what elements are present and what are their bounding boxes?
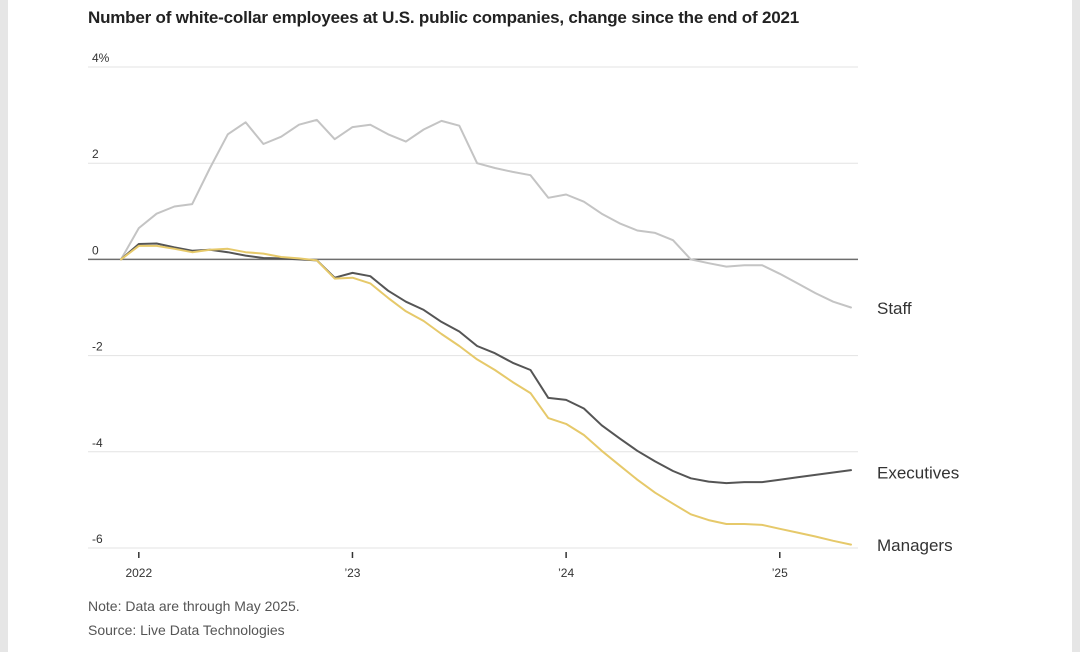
y-tick-label: -4 [92, 436, 103, 450]
y-tick-label: 0 [92, 243, 99, 257]
chart-note: Note: Data are through May 2025. [88, 598, 300, 614]
series-line-staff [120, 118, 852, 309]
x-tick-label: 2022 [125, 566, 152, 580]
series-labels: Staff Executives Managers [877, 299, 959, 555]
y-tick-label: 2 [92, 147, 99, 161]
x-tick-label: ’25 [772, 566, 788, 580]
grid-lines [88, 66, 858, 549]
series-label-staff: Staff [877, 299, 912, 318]
series-line-executives [120, 242, 852, 485]
x-axis: 2022 ’23 ’24 ’25 [125, 552, 788, 580]
y-tick-label: -6 [92, 532, 103, 546]
chart-card: Number of white-collar employees at U.S.… [8, 0, 1072, 652]
series-label-managers: Managers [877, 536, 953, 555]
x-tick-label: ’24 [558, 566, 574, 580]
series-line-managers [120, 244, 852, 546]
x-tick-label: ’23 [344, 566, 360, 580]
line-chart: 4% 2 0 -2 -4 -6 2022 ’23 ’24 ’25 Staff Executives… [88, 51, 959, 580]
y-tick-label: -2 [92, 340, 103, 354]
y-axis-tick-labels: 4% 2 0 -2 -4 -6 [92, 51, 110, 546]
series-label-executives: Executives [877, 464, 959, 483]
series-lines [120, 118, 852, 546]
chart-title: Number of white-collar employees at U.S.… [88, 8, 799, 27]
chart-source: Source: Live Data Technologies [88, 622, 285, 638]
y-tick-label: 4% [92, 51, 110, 65]
